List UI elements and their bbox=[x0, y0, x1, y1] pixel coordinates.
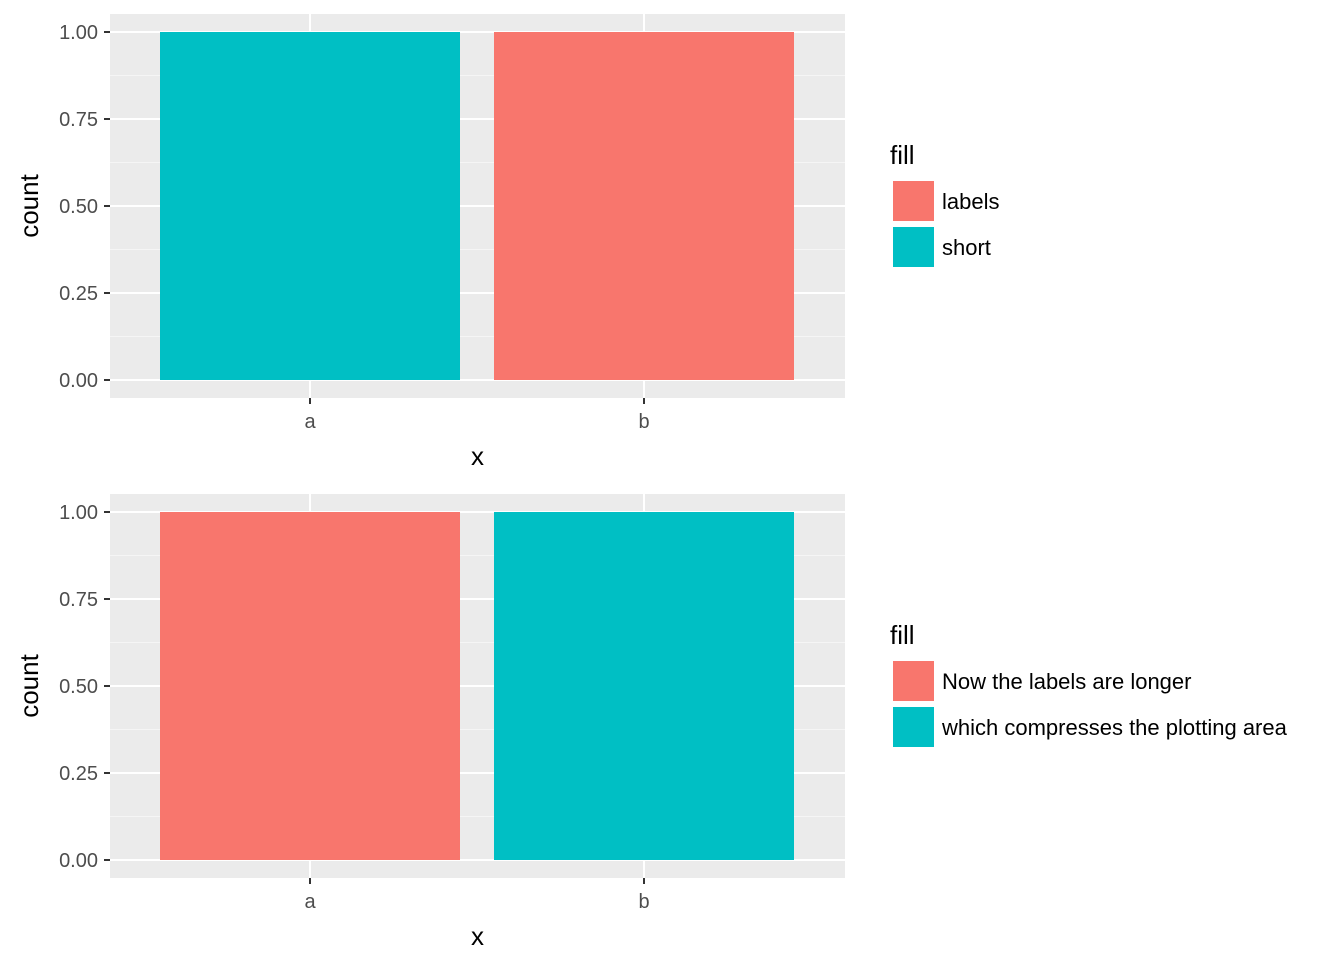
y-tick-label: 0.00 bbox=[59, 370, 98, 392]
legend-title: fill bbox=[890, 140, 915, 170]
legend-key-swatch bbox=[893, 661, 934, 701]
y-axis-title: count bbox=[14, 173, 44, 237]
legend-label: which compresses the plotting area bbox=[941, 715, 1288, 740]
x-tick-label: b bbox=[638, 891, 649, 913]
legend-key-swatch bbox=[893, 227, 934, 267]
legend-key-swatch bbox=[893, 707, 934, 747]
legend-title: fill bbox=[890, 620, 915, 650]
y-tick-label: 0.75 bbox=[59, 589, 98, 611]
plot-2: 0.00 0.25 0.50 0.75 1.00 a b x count fill Now the … bbox=[14, 494, 1288, 951]
bar-a bbox=[160, 512, 460, 860]
bar-b bbox=[494, 32, 794, 380]
x-tick-label: a bbox=[304, 891, 316, 913]
x-axis-title: x bbox=[471, 921, 484, 951]
bar-a bbox=[160, 32, 460, 380]
legend-key-swatch bbox=[893, 181, 934, 221]
legend: fill labels short bbox=[890, 140, 999, 268]
legend-label: Now the labels are longer bbox=[942, 669, 1191, 694]
plot-1: 0.00 0.25 0.50 0.75 1.00 a b x count fill labels sh… bbox=[14, 14, 999, 471]
x-tick-label: b bbox=[638, 411, 649, 433]
y-tick-label: 1.00 bbox=[59, 22, 98, 44]
legend-label: short bbox=[942, 235, 991, 260]
y-tick-label: 0.50 bbox=[59, 196, 98, 218]
x-tick-label: a bbox=[304, 411, 316, 433]
legend: fill Now the labels are longer which compr… bbox=[890, 620, 1288, 748]
y-tick-label: 0.25 bbox=[59, 763, 98, 785]
x-axis-title: x bbox=[471, 441, 484, 471]
legend-label: labels bbox=[942, 189, 999, 214]
y-axis-title: count bbox=[14, 653, 44, 717]
y-tick-label: 0.75 bbox=[59, 109, 98, 131]
y-tick-label: 1.00 bbox=[59, 502, 98, 524]
y-tick-label: 0.00 bbox=[59, 850, 98, 872]
bar-b bbox=[494, 512, 794, 860]
y-tick-label: 0.25 bbox=[59, 283, 98, 305]
y-tick-label: 0.50 bbox=[59, 676, 98, 698]
